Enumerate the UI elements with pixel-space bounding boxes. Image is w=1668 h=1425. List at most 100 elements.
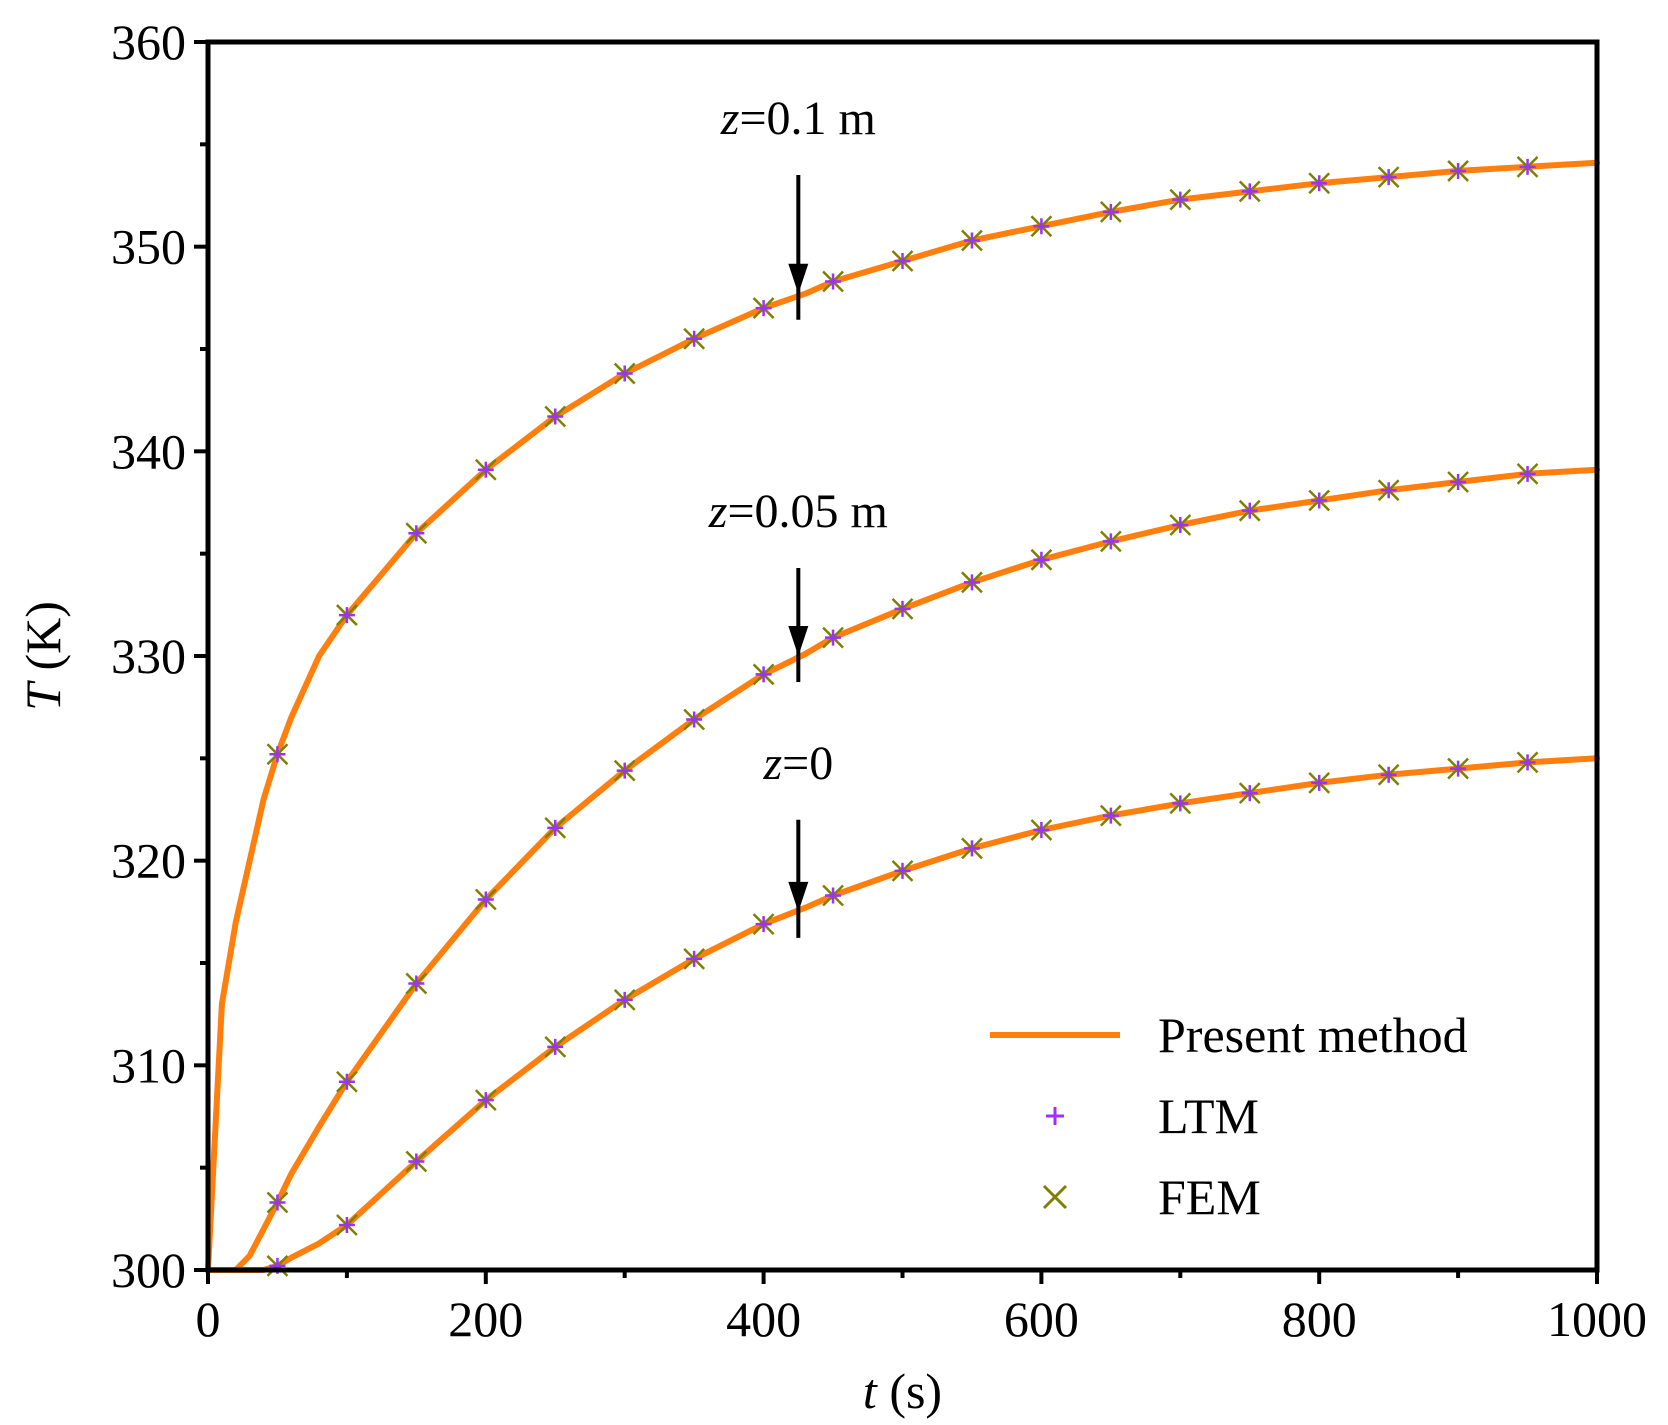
legend-label: FEM [1158, 1169, 1261, 1225]
annotation-label: z=0.1 m [720, 92, 876, 145]
ltm-marker [1450, 162, 1467, 179]
ltm-marker [477, 461, 494, 478]
x-tick-label: 200 [448, 1291, 523, 1347]
ltm-marker [1311, 175, 1328, 192]
ltm-marker [1102, 203, 1119, 220]
ltm-marker [1241, 502, 1258, 519]
y-tick-label: 350 [111, 219, 186, 275]
ltm-marker [547, 408, 564, 425]
annotation-arrow-head [788, 626, 809, 656]
ltm-marker [686, 950, 703, 967]
legend-label: Present method [1158, 1007, 1468, 1063]
ltm-marker [755, 666, 772, 683]
y-axis-var: T [15, 680, 71, 711]
ltm-marker [1519, 754, 1536, 771]
ltm-marker [825, 887, 842, 904]
ltm-marker [269, 1194, 286, 1211]
legend: Present method LTM FEM [990, 1007, 1468, 1225]
plot-lines [205, 159, 1600, 1273]
ltm-marker [477, 891, 494, 908]
y-tick-label: 320 [111, 833, 186, 889]
annotation-label: z=0 [762, 737, 833, 790]
y-tick-label: 340 [111, 423, 186, 479]
x-tick-label: 600 [1004, 1291, 1079, 1347]
ltm-marker [1241, 785, 1258, 802]
plot-markers [266, 155, 1539, 1277]
x-tick-label: 400 [726, 1291, 801, 1347]
annotation-arrow-head [788, 881, 809, 912]
x-tick-label: 0 [196, 1291, 221, 1347]
ltm-marker [338, 1073, 355, 1090]
ltm-marker [825, 273, 842, 290]
ltm-marker [894, 252, 911, 269]
ltm-marker [269, 746, 286, 763]
annotation-var: z [720, 92, 740, 145]
y-tick-label: 360 [111, 14, 186, 70]
ltm-marker [1172, 795, 1189, 812]
y-tick-label: 330 [111, 628, 186, 684]
y-tick-label: 310 [111, 1037, 186, 1093]
ltm-marker [408, 525, 425, 542]
annotation-value: =0 [782, 737, 833, 790]
ltm-marker [1172, 191, 1189, 208]
ltm-marker [894, 600, 911, 617]
ltm-marker [686, 711, 703, 728]
ltm-marker [547, 1038, 564, 1055]
ltm-marker [1033, 218, 1050, 235]
plot-frame [205, 39, 1600, 1273]
ltm-marker [1311, 492, 1328, 509]
series-line-1 [205, 159, 1600, 1273]
ltm-marker [616, 762, 633, 779]
annotation-label: z=0.05 m [708, 485, 888, 538]
x-axis-unit: (s) [877, 1363, 942, 1419]
ltm-marker [1172, 517, 1189, 534]
y-axis-unit: (K) [15, 601, 71, 683]
ltm-marker [1519, 465, 1536, 482]
ltm-marker [1380, 766, 1397, 783]
ltm-marker [1380, 482, 1397, 499]
ltm-marker [616, 991, 633, 1008]
ltm-marker [547, 819, 564, 836]
axes: 0 200 400 600 800 1000 300 310 320 330 340 350 360 t … [15, 14, 1647, 1419]
ltm-marker [1102, 807, 1119, 824]
ltm-marker [408, 1153, 425, 1170]
y-axis-title: T (K) [15, 601, 71, 711]
ltm-marker [338, 1216, 355, 1233]
ltm-marker [894, 862, 911, 879]
legend-ltm-swatch [1046, 1107, 1064, 1125]
ltm-marker [755, 300, 772, 317]
annotation-arrow-head [788, 263, 809, 294]
annotation-var: z [762, 737, 782, 790]
annotation-var: z [708, 485, 728, 538]
ltm-marker [963, 840, 980, 857]
x-tick-label: 800 [1282, 1291, 1357, 1347]
x-tick-label: 1000 [1547, 1291, 1647, 1347]
legend-fem-swatch [1042, 1184, 1068, 1210]
legend-label: LTM [1158, 1088, 1259, 1144]
ltm-marker [477, 1092, 494, 1109]
y-tick-label: 300 [111, 1242, 186, 1298]
series-line-2 [205, 466, 1600, 1273]
ltm-marker [1033, 551, 1050, 568]
ltm-marker [1450, 474, 1467, 491]
ltm-marker [963, 574, 980, 591]
annotations: z=0.1 mz=0.05 mz=0 [708, 92, 888, 938]
ltm-marker [1102, 533, 1119, 550]
ltm-marker [1519, 158, 1536, 175]
ltm-marker [1311, 774, 1328, 791]
annotation-value: =0.1 m [739, 92, 875, 145]
ltm-marker [825, 629, 842, 646]
annotation-value: =0.05 m [727, 485, 887, 538]
x-axis-title: t (s) [863, 1363, 942, 1419]
ltm-marker [338, 607, 355, 624]
ltm-marker [616, 365, 633, 382]
ltm-marker [1380, 169, 1397, 186]
ltm-marker [686, 330, 703, 347]
ltm-marker [1450, 760, 1467, 777]
ltm-marker [963, 232, 980, 249]
ltm-marker [1033, 821, 1050, 838]
x-axis-var: t [863, 1363, 878, 1419]
ltm-marker [1241, 183, 1258, 200]
ltm-marker [408, 975, 425, 992]
